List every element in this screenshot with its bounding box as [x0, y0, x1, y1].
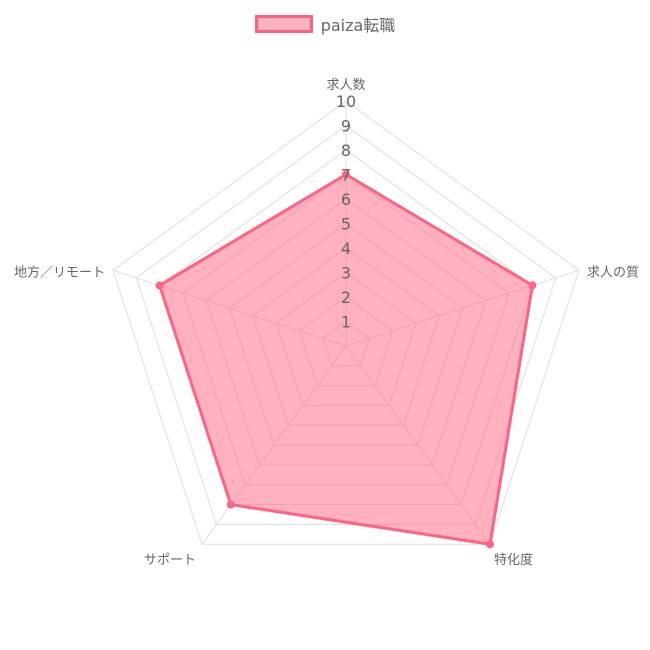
legend-item-paiza[interactable]: paiza転職 — [254, 12, 396, 36]
tick-label-4: 4 — [341, 239, 351, 258]
tick-label-3: 3 — [341, 264, 351, 283]
tick-label-6: 6 — [341, 190, 351, 209]
legend-label: paiza転職 — [320, 16, 396, 35]
data-point-2 — [486, 540, 495, 549]
grid-ring-9 — [135, 124, 557, 525]
legend-swatch — [254, 15, 313, 33]
data-point-4 — [155, 281, 164, 290]
data-point-3 — [226, 500, 235, 509]
chart-legend: paiza転職 — [0, 12, 650, 36]
tick-label-7: 7 — [341, 166, 351, 185]
data-point-1 — [528, 281, 537, 290]
category-label-3: サポート — [144, 553, 196, 568]
category-label-1: 求人の質 — [587, 265, 639, 280]
tick-label-1: 1 — [341, 313, 351, 332]
grid-ring-10 — [112, 100, 580, 545]
data-point-0 — [342, 170, 350, 179]
category-label-2: 特化度 — [494, 552, 533, 568]
category-label-4: 地方／リモート — [14, 264, 105, 280]
series-area-0 — [158, 173, 534, 546]
tick-label-9: 9 — [341, 117, 351, 136]
tick-label-2: 2 — [341, 288, 351, 307]
tick-label-8: 8 — [341, 141, 351, 160]
category-label-0: 求人数 — [326, 78, 365, 93]
tick-label-5: 5 — [341, 215, 351, 234]
tick-label-10: 10 — [336, 92, 356, 111]
